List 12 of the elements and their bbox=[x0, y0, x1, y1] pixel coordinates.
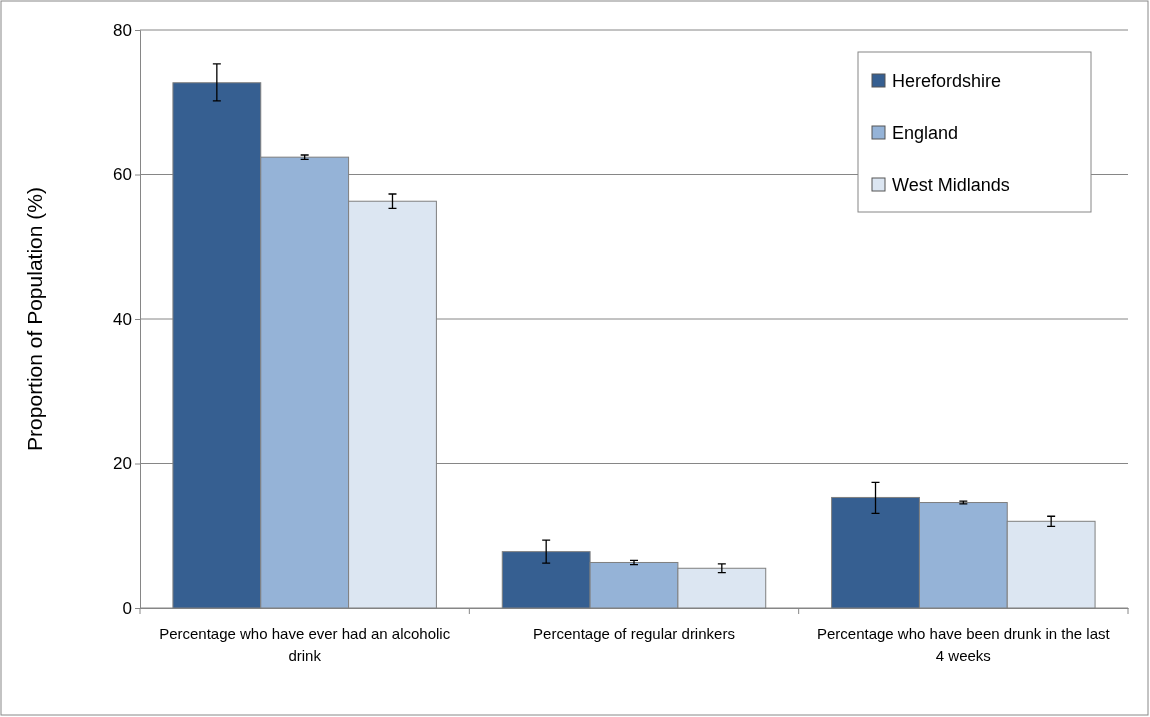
legend-label: England bbox=[892, 123, 959, 143]
y-axis-title: Proportion of Population (%) bbox=[23, 187, 46, 451]
y-tick-label: 60 bbox=[113, 165, 132, 185]
y-tick-label: 80 bbox=[113, 20, 132, 40]
legend-label: West Midlands bbox=[892, 175, 1010, 195]
y-tick-label: 20 bbox=[113, 454, 132, 474]
y-tick-label: 40 bbox=[113, 309, 132, 329]
x-tick-label: Percentage of regular drinkers bbox=[533, 625, 735, 642]
x-tick-label: Percentage who have been drunk in the last 4 weeks bbox=[816, 625, 1111, 664]
y-tick-label: 0 bbox=[122, 598, 132, 618]
legend-label: Herefordshire bbox=[892, 71, 1002, 91]
x-tick-label: Percentage who have ever had an alcoholic drink bbox=[159, 625, 451, 664]
